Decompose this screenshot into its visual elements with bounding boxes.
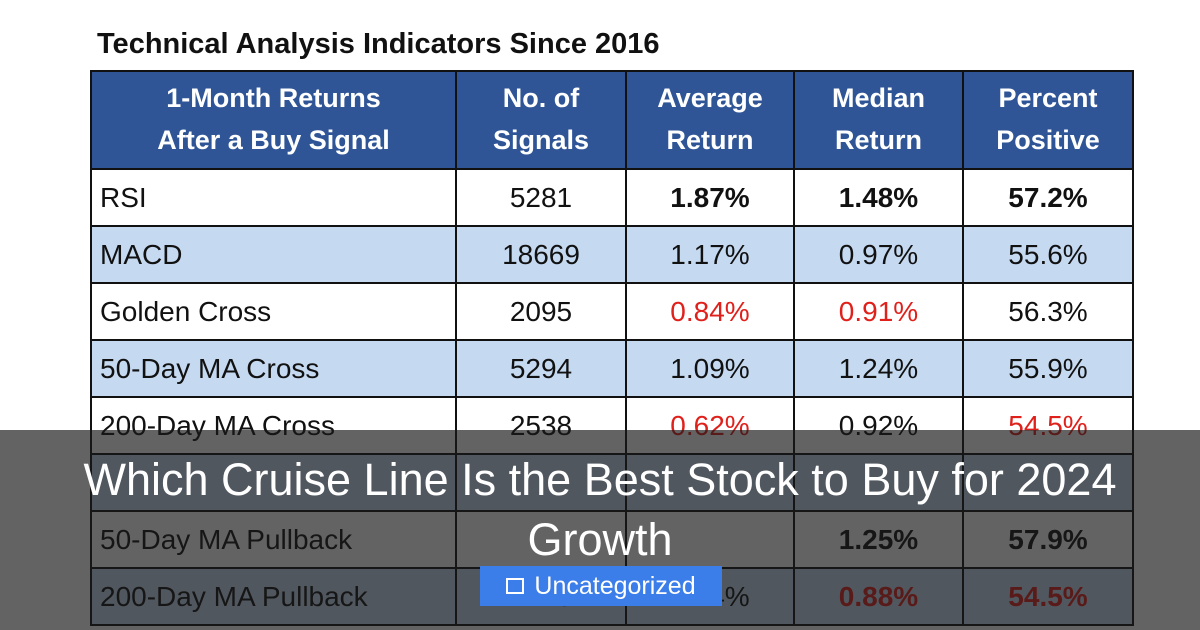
table-cell: 0.91% <box>793 282 964 341</box>
table-row: 50-Day MA Cross 5294 1.09% 1.24% 55.9% <box>90 339 1134 398</box>
table-cell: 2095 <box>455 282 627 341</box>
table-cell: 5281 <box>455 168 627 227</box>
table-cell: RSI <box>90 168 457 227</box>
table-cell: 1.87% <box>625 168 795 227</box>
header-line: After a Buy Signal <box>157 125 390 155</box>
cell-text: 0.97% <box>838 238 919 270</box>
cell-text: Golden Cross <box>100 295 272 327</box>
header-cell: Percent Positive <box>962 70 1134 170</box>
cell-text: 57.2% <box>1008 181 1088 213</box>
cell-text: 2095 <box>509 295 573 327</box>
category-badge[interactable]: Uncategorized <box>480 566 722 606</box>
table-cell: Golden Cross <box>90 282 457 341</box>
header-line: Signals <box>492 125 590 155</box>
header-line: No. of <box>502 83 580 114</box>
cell-text: 1.09% <box>670 352 750 384</box>
cell-text: 5281 <box>509 181 573 213</box>
post-title[interactable]: Which Cruise Line Is the Best Stock to B… <box>83 454 1117 565</box>
header-line: Positive <box>996 125 1100 155</box>
header-line: Return <box>835 125 922 155</box>
header-cell: Average Return <box>625 70 795 170</box>
cell-text: 18669 <box>502 238 580 270</box>
cell-text: 56.3% <box>1008 295 1088 327</box>
cell-text: 0.91% <box>838 295 919 327</box>
table-cell: 56.3% <box>962 282 1134 341</box>
folder-icon <box>506 578 525 594</box>
cell-text: 1.24% <box>838 352 919 384</box>
table-cell: 0.97% <box>793 225 964 284</box>
cell-text: RSI <box>100 181 147 213</box>
table-cell: 1.24% <box>793 339 964 398</box>
table-cell: 1.09% <box>625 339 795 398</box>
header-row: 1-Month Returns After a Buy Signal No. of S… <box>90 70 1134 170</box>
cell-text: MACD <box>100 238 183 270</box>
table-row: MACD 18669 1.17% 0.97% 55.6% <box>90 225 1134 284</box>
cell-text: 0.84% <box>670 295 750 327</box>
cell-text: 5294 <box>509 352 573 384</box>
header-cell: 1-Month Returns After a Buy Signal <box>90 70 457 170</box>
cell-text: 55.9% <box>1008 352 1088 384</box>
table-cell: 1.48% <box>793 168 964 227</box>
table-row: Golden Cross 2095 0.84% 0.91% 56.3% <box>90 282 1134 341</box>
header-cell: Median Return <box>793 70 964 170</box>
cell-text: 1.87% <box>670 181 750 213</box>
table-cell: 18669 <box>455 225 627 284</box>
header-line: Return <box>666 125 754 155</box>
table-cell: 50-Day MA Cross <box>90 339 457 398</box>
header-line: Percent <box>998 83 1098 114</box>
table-cell: 5294 <box>455 339 627 398</box>
table-cell: 57.2% <box>962 168 1134 227</box>
table-cell: 55.9% <box>962 339 1134 398</box>
cell-text: 55.6% <box>1008 238 1088 270</box>
table-cell: 0.84% <box>625 282 795 341</box>
table-row: RSI 5281 1.87% 1.48% 57.2% <box>90 168 1134 227</box>
cell-text: 1.17% <box>670 238 750 270</box>
header-line: 1-Month Returns <box>166 83 381 114</box>
header-line: Median <box>831 83 925 114</box>
table-cell: 55.6% <box>962 225 1134 284</box>
header-cell: No. of Signals <box>455 70 627 170</box>
cell-text: 1.48% <box>838 181 919 213</box>
cell-text: 50-Day MA Cross <box>100 352 320 384</box>
table-cell: MACD <box>90 225 457 284</box>
header-line: Average <box>657 83 763 114</box>
image-title: Technical Analysis Indicators Since 2016 <box>97 28 660 60</box>
category-label[interactable]: Uncategorized <box>534 571 696 600</box>
table-cell: 1.17% <box>625 225 795 284</box>
